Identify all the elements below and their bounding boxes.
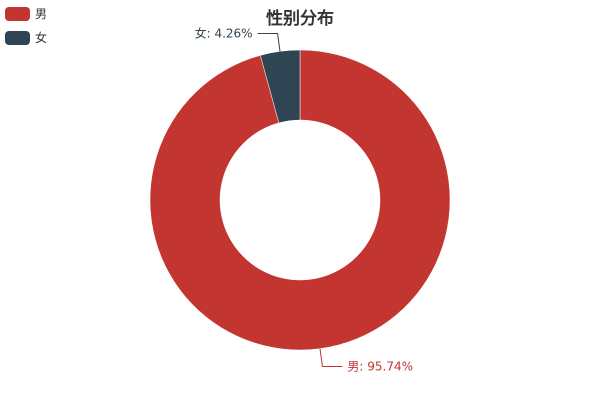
slice-1[interactable] <box>260 49 301 124</box>
legend-label: 男 <box>35 7 48 21</box>
legend-label: 女 <box>35 31 48 45</box>
label-line-1 <box>257 33 281 52</box>
label-line-0 <box>319 348 343 367</box>
slice-0[interactable] <box>149 49 451 351</box>
slice-label-0: 男: 95.74% <box>347 359 413 373</box>
legend-item-male[interactable]: 男 <box>5 5 47 22</box>
legend-swatch <box>5 6 30 21</box>
slice-label-1: 女: 4.26% <box>195 26 253 41</box>
legend-swatch <box>5 30 30 45</box>
chart-title: 性别分布 <box>266 9 334 29</box>
legend-item-female[interactable]: 女 <box>5 29 47 46</box>
